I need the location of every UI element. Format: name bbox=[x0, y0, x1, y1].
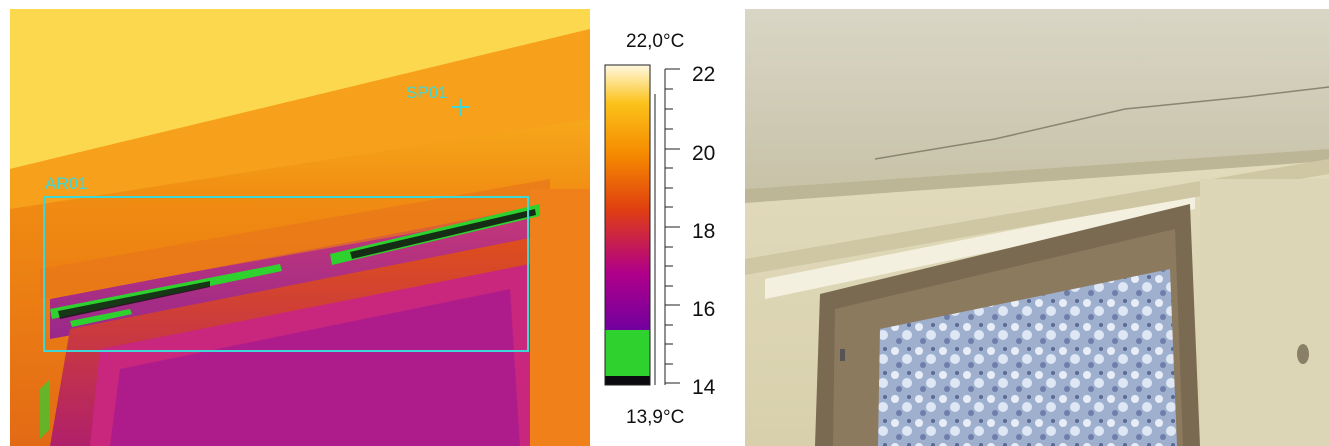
visual-photo-graphic bbox=[745, 9, 1329, 446]
scale-tick-22: 22 bbox=[692, 63, 716, 86]
visual-photo bbox=[745, 9, 1329, 446]
thermal-image-graphic bbox=[10, 9, 590, 446]
scale-tick-20: 20 bbox=[692, 142, 716, 165]
area-label: AR01 bbox=[45, 174, 88, 193]
spot-label: SP01 bbox=[406, 83, 448, 102]
spot-crosshair bbox=[451, 99, 469, 116]
thermal-image: SP01 AR01 bbox=[10, 9, 590, 446]
temperature-scale: 22,0°C bbox=[590, 9, 745, 446]
scale-tick-16: 16 bbox=[692, 298, 716, 321]
scale-tick-14: 14 bbox=[692, 376, 716, 399]
scale-tick-18: 18 bbox=[692, 220, 716, 243]
scale-max-label: 22,0°C bbox=[626, 31, 685, 52]
area-box bbox=[43, 196, 529, 352]
color-bar bbox=[604, 64, 680, 386]
scale-min-label: 13,9°C bbox=[626, 407, 685, 428]
